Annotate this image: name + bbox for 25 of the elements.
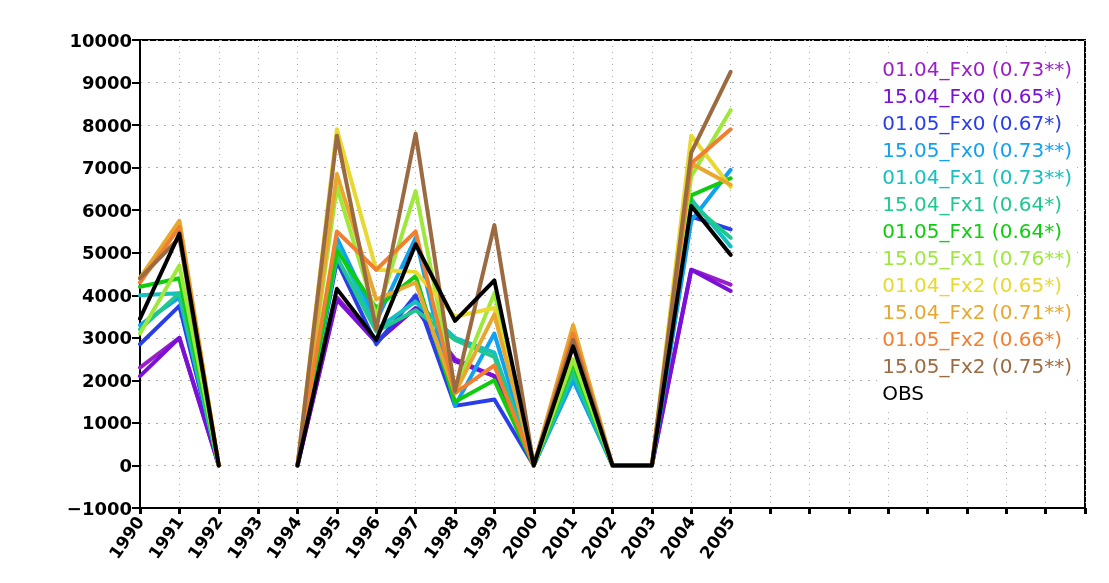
- text: 01.05_Fx1 (0.64*): [882, 219, 1063, 243]
- text: 15.04_Fx1 (0.64*): [882, 192, 1063, 216]
- y-tick-label: 1000: [81, 412, 132, 434]
- y-tick-label: 4000: [81, 284, 132, 306]
- text: 01.04_Fx1 (0.73**): [882, 165, 1073, 189]
- y-tick-label: 2000: [81, 369, 132, 391]
- text: 01.05_Fx2 (0.66*): [882, 327, 1063, 351]
- y-tick-label: 6000: [81, 199, 132, 221]
- text: 01.05_Fx0 (0.67*): [882, 111, 1063, 135]
- y-tick-label: −1000: [66, 497, 132, 519]
- text: 01.04_Fx2 (0.65*): [882, 273, 1063, 297]
- y-tick-label: 3000: [81, 327, 132, 349]
- y-tick-label: 0: [119, 454, 132, 476]
- text: 01.04_Fx0 (0.73**): [882, 57, 1073, 81]
- text: 15.05_Fx2 (0.75**): [882, 354, 1073, 378]
- y-tick-label: 8000: [81, 114, 132, 136]
- text: 15.05_Fx0 (0.73**): [882, 138, 1073, 162]
- y-tick-label: 7000: [81, 157, 132, 179]
- text: OBS: [882, 381, 924, 405]
- text: 15.04_Fx2 (0.71**): [882, 300, 1073, 324]
- y-tick-label: 10000: [69, 29, 132, 51]
- text: 15.04_Fx0 (0.65*): [882, 84, 1063, 108]
- y-tick-label: 9000: [81, 72, 132, 94]
- text: 15.05_Fx1 (0.76**): [882, 246, 1073, 270]
- y-tick-label: 5000: [81, 242, 132, 264]
